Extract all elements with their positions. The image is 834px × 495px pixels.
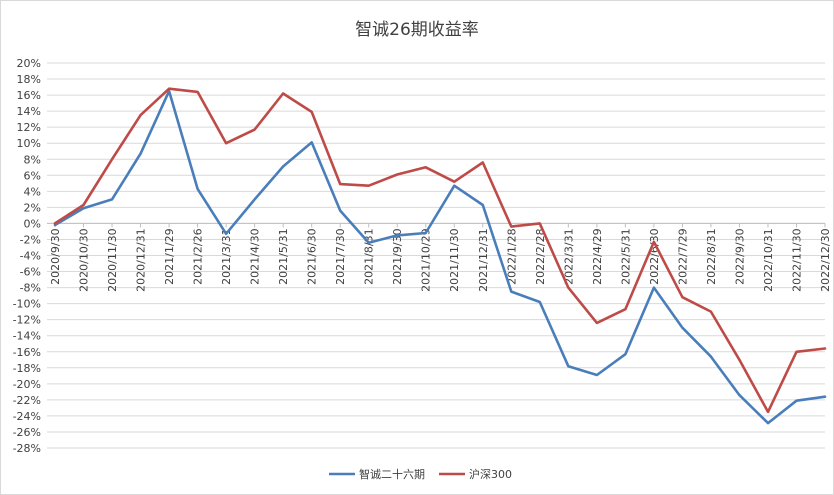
legend-item: 沪深300: [439, 467, 512, 481]
x-tick-label: 2022/2/28: [534, 228, 547, 284]
y-tick-label: -16%: [13, 346, 41, 359]
legend-label: 沪深300: [469, 467, 512, 481]
chart-title: 智诚26期收益率: [355, 20, 479, 40]
legend-item: 智诚二十六期: [329, 467, 425, 481]
x-tick-label: 2022/11/30: [790, 228, 803, 291]
x-tick-label: 2021/11/30: [448, 228, 461, 291]
y-tick-label: -24%: [13, 410, 41, 423]
y-tick-label: -2%: [20, 233, 41, 246]
y-tick-label: -12%: [13, 314, 41, 327]
x-tick-label: 2022/6/30: [648, 228, 661, 284]
y-tick-label: -18%: [13, 362, 41, 375]
x-tick-label: 2022/12/30: [819, 228, 832, 291]
y-tick-label: -8%: [20, 282, 41, 295]
y-tick-label: -28%: [13, 442, 41, 455]
y-tick-label: -6%: [20, 266, 41, 279]
x-tick-label: 2022/3/31: [562, 228, 575, 284]
y-tick-label: 0%: [24, 217, 41, 230]
x-tick-label: 2022/10/31: [762, 228, 775, 291]
x-tick-label: 2021/3/31: [220, 228, 233, 284]
x-axis: [47, 222, 826, 228]
x-tick-label: 2021/7/30: [334, 228, 347, 284]
x-tick-label: 2020/10/30: [78, 228, 91, 291]
y-tick-label: -26%: [13, 426, 41, 439]
y-tick-label: 18%: [17, 73, 41, 86]
y-tick-label: -22%: [13, 394, 41, 407]
x-tick-label: 2020/9/30: [49, 228, 62, 284]
x-tick-label: 2021/10/29: [420, 228, 433, 291]
series-line-2: [53, 87, 827, 414]
y-tick-label: -10%: [13, 298, 41, 311]
y-tick-label: 8%: [24, 153, 41, 166]
y-tick-label: -4%: [20, 250, 41, 263]
x-tick-label: 2020/11/30: [106, 228, 119, 291]
y-tick-label: 12%: [17, 121, 41, 134]
y-tick-label: 4%: [24, 185, 41, 198]
x-tick-label: 2022/9/30: [733, 228, 746, 284]
grid-lines: [47, 62, 825, 449]
x-tick-label: 2021/9/30: [391, 228, 404, 284]
x-tick-label: 2022/5/31: [619, 228, 632, 284]
x-tick-label: 2021/5/31: [277, 228, 290, 284]
x-tick-label: 2022/1/28: [505, 228, 518, 284]
x-tick-label: 2021/2/26: [192, 228, 205, 284]
x-tick-label: 2022/4/29: [591, 228, 604, 284]
legend-label: 智诚二十六期: [359, 467, 425, 481]
y-tick-label: 14%: [17, 105, 41, 118]
y-tick-label: 10%: [17, 137, 41, 150]
x-tick-label: 2021/6/30: [306, 228, 319, 284]
y-tick-label: 20%: [17, 57, 41, 70]
x-tick-label: 2021/1/29: [163, 228, 176, 284]
y-tick-label: 16%: [17, 89, 41, 102]
y-tick-label: 2%: [24, 201, 41, 214]
y-tick-label: -14%: [13, 330, 41, 343]
x-axis-tick-labels: 2020/9/30 2020/10/30 2020/11/30 2020/12/31 2…: [49, 228, 832, 291]
y-tick-label: 6%: [24, 169, 41, 182]
y-tick-label: -20%: [13, 378, 41, 391]
x-tick-label: 2021/12/31: [477, 228, 490, 291]
x-tick-label: 2020/12/31: [135, 228, 148, 291]
x-tick-label: 2021/4/30: [249, 228, 262, 284]
legend: 智诚二十六期 沪深300: [329, 467, 512, 481]
series-line-1: [53, 89, 827, 425]
y-axis-tick-labels: -28% -26% -24% -22% -20% -18% -16% -14% -12% -10%…: [13, 57, 41, 455]
series-lines: [53, 87, 827, 425]
x-tick-label: 2022/7/29: [676, 228, 689, 284]
x-tick-label: 2022/8/31: [705, 228, 718, 284]
